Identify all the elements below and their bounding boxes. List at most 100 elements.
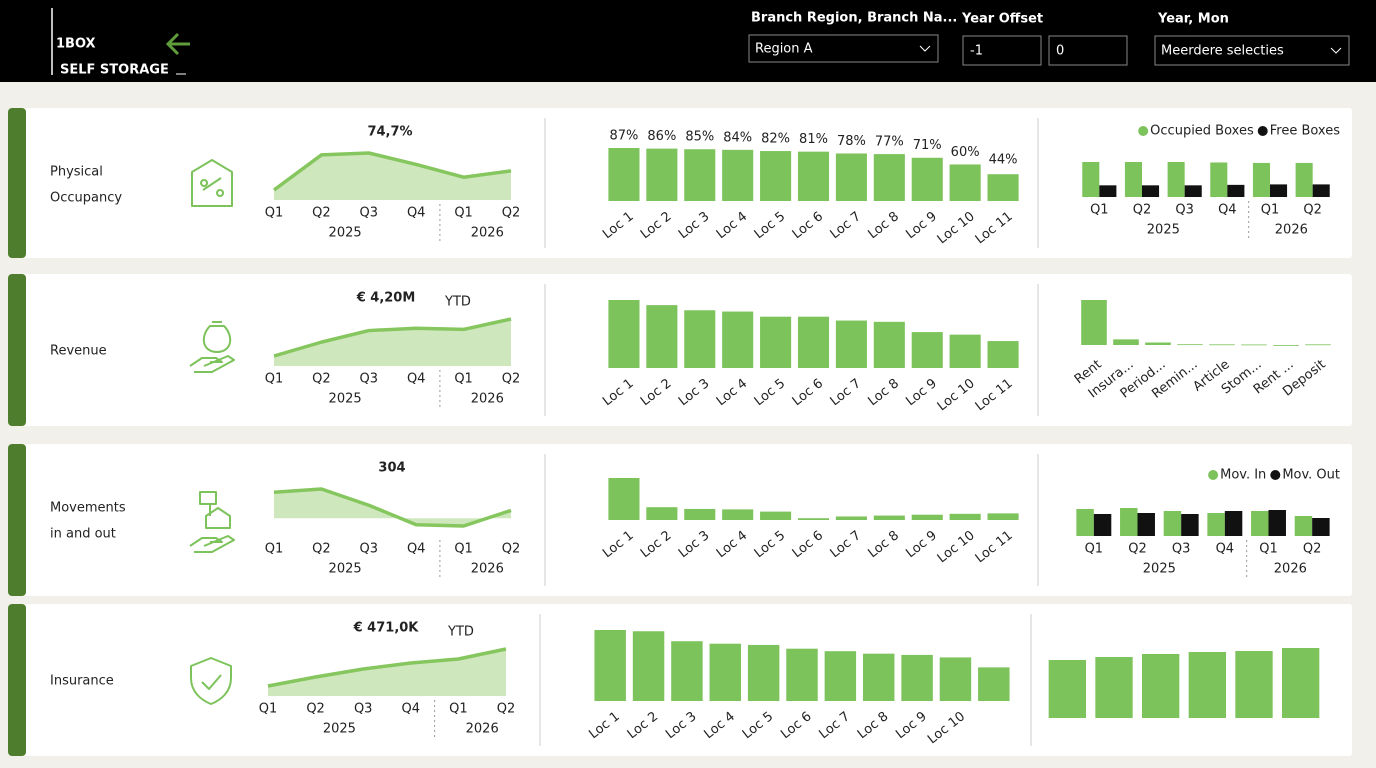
data-label: 77% [875, 135, 904, 150]
bar [1093, 514, 1112, 536]
x-tick-label: Q2 [497, 702, 516, 717]
bar [1312, 184, 1330, 197]
bar [873, 515, 905, 520]
x-tick-label: Q4 [1216, 542, 1235, 557]
bar [646, 507, 678, 520]
bar [1224, 511, 1243, 536]
year-label: 2026 [1275, 223, 1308, 238]
bar [1312, 518, 1330, 536]
x-tick-label: Q1 [454, 542, 473, 557]
bar [1209, 344, 1235, 346]
bar [911, 157, 943, 201]
bar [760, 511, 792, 520]
bar [1163, 511, 1182, 536]
row-title: Physical [50, 165, 103, 180]
x-tick-label: Q2 [1133, 203, 1152, 218]
bar [1167, 162, 1185, 197]
bar [760, 316, 792, 368]
trend-line [273, 487, 512, 528]
data-label: 71% [913, 138, 942, 153]
bar [594, 630, 626, 701]
year-label: 2026 [471, 562, 504, 577]
header: 1BOX SELF STORAGE Branch Region, Branch … [0, 0, 1376, 82]
bar [632, 631, 665, 701]
bar [747, 644, 780, 701]
x-tick-label: Q4 [1218, 203, 1237, 218]
bar [949, 164, 981, 201]
x-tick-label: Q4 [407, 372, 426, 387]
data-label: 44% [989, 153, 1018, 168]
year-label: 2025 [329, 562, 362, 577]
input[interactable] [1048, 35, 1128, 66]
bar [684, 310, 716, 368]
dropdown[interactable] [748, 34, 939, 63]
filter-label: Branch Region, Branch Na... [751, 11, 957, 26]
bar [835, 320, 867, 368]
kpi-value: 74,7% [367, 125, 412, 140]
bar [911, 332, 943, 368]
icon [190, 657, 232, 705]
bar [1210, 162, 1228, 197]
bar [1177, 344, 1203, 346]
data-label: 86% [647, 129, 676, 144]
x-tick-label: Q2 [1303, 542, 1322, 557]
x-tick-label: Q1 [265, 542, 284, 557]
icon [189, 321, 235, 373]
x-tick-label: Q2 [306, 702, 325, 717]
bar [1142, 185, 1160, 197]
bar [1082, 162, 1100, 197]
year-label: 2026 [471, 392, 504, 407]
x-tick-label: Q1 [449, 702, 468, 717]
bar [797, 316, 830, 368]
bar [1227, 184, 1245, 197]
data-label: 84% [723, 130, 752, 145]
x-tick-label: Q3 [354, 702, 373, 717]
input-value: 0 [1056, 44, 1064, 59]
input[interactable] [962, 35, 1042, 66]
trend-area [274, 489, 511, 526]
bar [1273, 345, 1299, 346]
x-tick-label: Q4 [402, 702, 421, 717]
bar [797, 151, 830, 201]
bar [978, 667, 1010, 701]
bar [1095, 657, 1133, 718]
x-tick-label: Q2 [1128, 542, 1147, 557]
back-button[interactable] [165, 32, 190, 56]
x-tick-label: Q2 [312, 372, 331, 387]
bar [1120, 508, 1138, 536]
row-title: Movements [50, 501, 126, 516]
bar [949, 334, 981, 368]
dropdown-value: Region A [755, 42, 813, 57]
bar [1076, 509, 1094, 536]
bar [1270, 184, 1288, 197]
legend-label: Mov. Out [1282, 468, 1340, 483]
bar [1137, 513, 1155, 536]
bar [608, 148, 640, 201]
bar [608, 300, 640, 368]
bar [987, 174, 1019, 201]
legend-marker [1270, 470, 1281, 480]
bar [786, 648, 818, 701]
bar [1305, 344, 1331, 346]
bar [1145, 342, 1171, 345]
dropdown[interactable] [1154, 35, 1350, 66]
card [8, 274, 1352, 426]
bar [835, 516, 867, 520]
chevron [1330, 47, 1342, 54]
data-label: 78% [837, 134, 866, 149]
data-label: 81% [799, 132, 828, 147]
dropdown-value: Meerdere selecties [1161, 44, 1284, 59]
x-tick-label: Q3 [360, 372, 379, 387]
legend-marker [1208, 470, 1219, 480]
x-tick-label: Q1 [259, 702, 278, 717]
x-tick-label: Q1 [1259, 542, 1278, 557]
kpi-value: € 4,20M [356, 291, 416, 306]
year-label: 2025 [323, 722, 356, 737]
card-stripe [8, 444, 26, 596]
bar [1268, 510, 1286, 536]
row-title: in and out [50, 527, 116, 542]
input-value: -1 [970, 44, 983, 59]
x-tick-label: Q2 [502, 542, 521, 557]
row-title: Occupancy [50, 191, 122, 206]
